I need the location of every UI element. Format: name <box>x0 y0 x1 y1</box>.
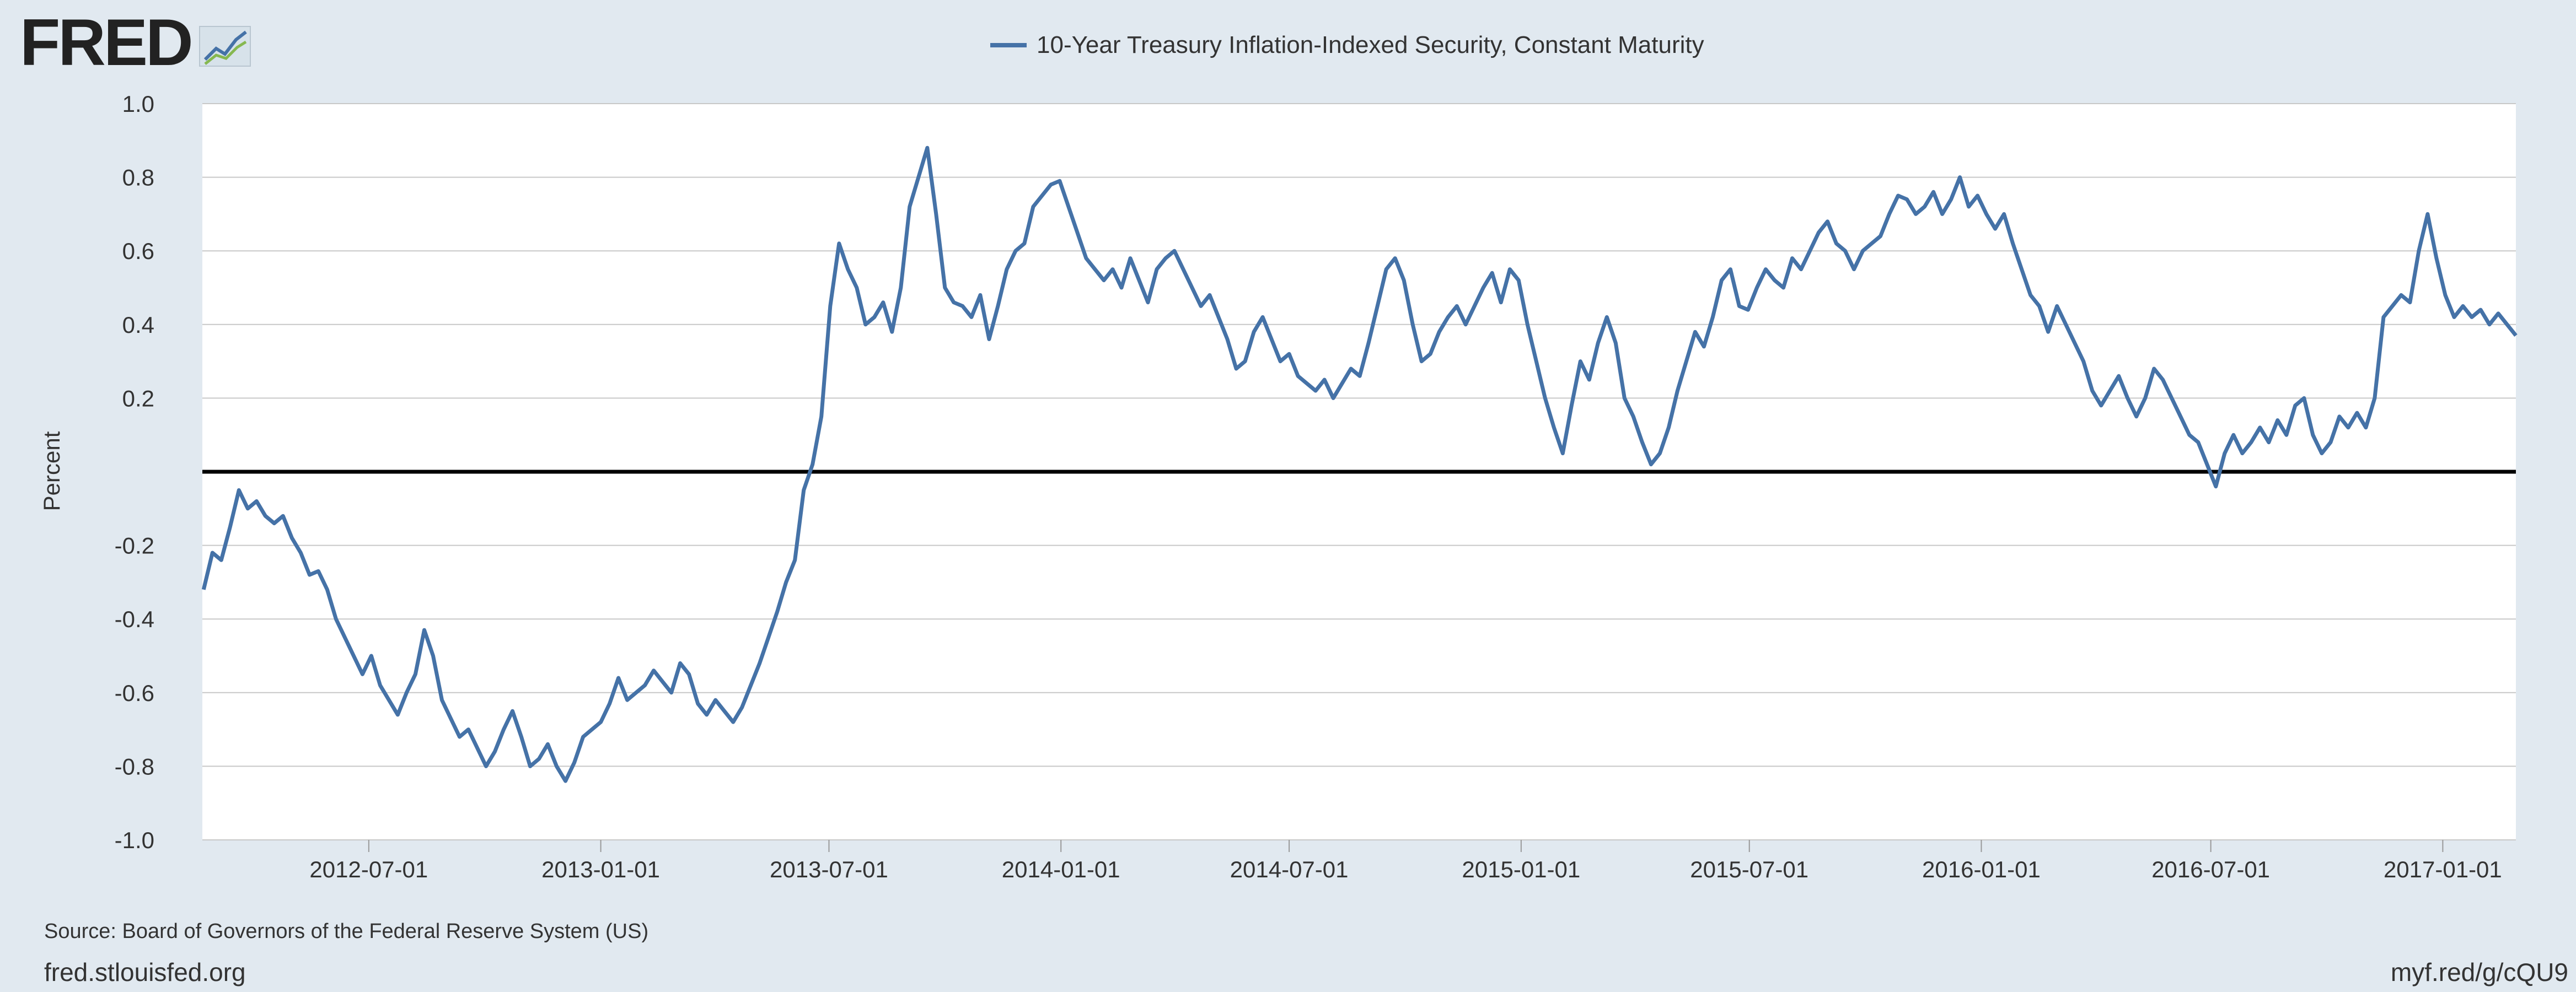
y-tick-label: 0.6 <box>122 238 154 264</box>
x-tick-label: 2014-07-01 <box>1230 856 1349 882</box>
fred-logo-text: FRED <box>20 6 191 79</box>
x-tick-label: 2016-01-01 <box>1922 856 2041 882</box>
legend-series-label: 10-Year Treasury Inflation-Indexed Secur… <box>1037 31 1704 58</box>
y-tick-label: -1.0 <box>115 827 154 853</box>
y-tick-label: -0.2 <box>115 533 154 559</box>
y-tick-label: -0.6 <box>115 680 154 706</box>
x-tick-label: 2013-01-01 <box>541 856 660 882</box>
y-tick-label: 0.2 <box>122 385 154 411</box>
y-tick-label: 0.4 <box>122 312 154 338</box>
x-tick-label: 2017-01-01 <box>2384 856 2502 882</box>
series-line <box>201 145 2518 783</box>
site-link[interactable]: fred.stlouisfed.org <box>44 958 246 986</box>
series-lines <box>201 145 2518 783</box>
y-tick-label: 1.0 <box>122 91 154 117</box>
x-tick-label: 2013-07-01 <box>770 856 888 882</box>
y-axis-label: Percent <box>39 431 65 511</box>
y-tick-label: 0.8 <box>122 165 154 191</box>
y-tick-label: -0.8 <box>115 753 154 779</box>
x-tick-label: 2014-01-01 <box>1002 856 1120 882</box>
line-chart-icon <box>199 26 251 67</box>
y-axis-ticks: 1.0 0.8 0.6 0.4 0.2 -0.2 -0.4 -0.6 -0.8 -1.0 <box>115 91 154 853</box>
x-tick-label: 2015-07-01 <box>1690 856 1808 882</box>
short-url-link[interactable]: myf.red/g/cQU9 <box>2391 958 2568 986</box>
gridlines <box>202 103 2516 840</box>
x-tick-label: 2015-01-01 <box>1462 856 1580 882</box>
x-tick-label: 2016-07-01 <box>2151 856 2270 882</box>
x-tick-label: 2012-07-01 <box>309 856 428 882</box>
x-axis-ticks: 2012-07-01 2013-01-01 2013-07-01 2014-01-01… <box>309 840 2502 882</box>
source-text: Source: Board of Governors of the Federa… <box>44 920 648 943</box>
fred-logo[interactable]: FRED <box>20 6 251 79</box>
legend: 10-Year Treasury Inflation-Indexed Secur… <box>990 31 1704 58</box>
y-tick-label: -0.4 <box>115 606 154 632</box>
